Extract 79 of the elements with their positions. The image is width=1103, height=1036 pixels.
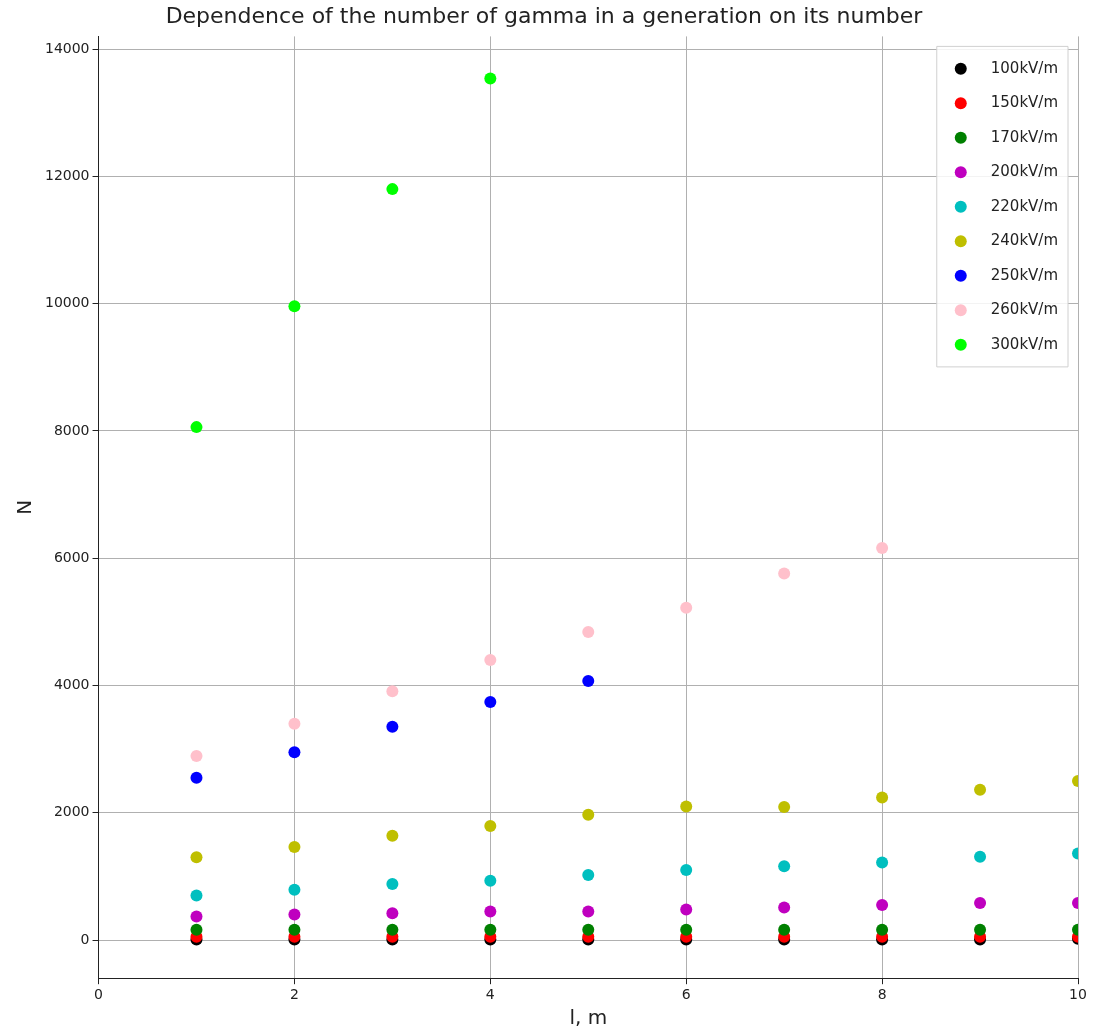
point: [778, 567, 791, 580]
legend-label: 240kV/m: [990, 231, 1059, 250]
point: [778, 923, 791, 936]
legend-label: 200kV/m: [990, 162, 1059, 181]
x-tick-label: 10: [1069, 986, 1087, 1003]
point: [386, 829, 399, 842]
point: [190, 851, 203, 864]
point: [582, 923, 595, 936]
legend-label: 150kV/m: [990, 93, 1059, 112]
point: [582, 808, 595, 821]
point: [484, 874, 497, 887]
point: [876, 791, 889, 804]
point: [288, 300, 301, 313]
point: [974, 783, 987, 796]
point: [680, 864, 693, 877]
point: [582, 905, 595, 918]
point: [778, 901, 791, 914]
point: [974, 923, 987, 936]
point: [190, 889, 203, 902]
x-tick-label: 4: [485, 986, 495, 1003]
point: [288, 746, 301, 759]
chart-title: Dependence of the number of gamma in a generation on its number: [165, 2, 924, 28]
y-tick-label: 4000: [53, 676, 90, 693]
point: [386, 685, 399, 698]
point: [386, 183, 399, 196]
y-tick-label: 0: [80, 930, 90, 947]
point: [484, 696, 497, 709]
point: [288, 883, 301, 896]
point: [582, 869, 595, 882]
point: [680, 903, 693, 916]
point: [582, 626, 595, 639]
point: [386, 907, 399, 920]
point: [288, 908, 301, 921]
y-tick-label: 6000: [53, 548, 90, 565]
y-tick-label: 14000: [44, 39, 90, 56]
legend-label: 250kV/m: [990, 265, 1059, 284]
legend-label: 220kV/m: [990, 196, 1059, 215]
point: [876, 923, 889, 936]
point: [484, 654, 497, 667]
legend-label: 260kV/m: [990, 300, 1059, 319]
point: [778, 860, 791, 873]
legend-label: 300kV/m: [990, 334, 1059, 353]
y-tick-label: 8000: [53, 421, 90, 438]
point: [484, 820, 497, 833]
point: [484, 923, 497, 936]
point: [288, 717, 301, 730]
y-tick-label: 2000: [53, 803, 90, 820]
point: [386, 923, 399, 936]
point: [876, 542, 889, 555]
point: [386, 720, 399, 733]
point: [190, 910, 203, 923]
x-tick-label: 2: [289, 986, 299, 1003]
point: [484, 905, 497, 918]
point: [190, 771, 203, 784]
point: [288, 841, 301, 854]
x-tick-label: 6: [681, 986, 691, 1003]
point: [778, 801, 791, 814]
y-tick-label: 10000: [44, 294, 90, 311]
point: [190, 750, 203, 763]
point: [680, 601, 693, 614]
point: [582, 675, 595, 688]
point: [876, 899, 889, 912]
point: [876, 856, 889, 869]
point: [288, 923, 301, 936]
y-tick-label: 12000: [44, 167, 90, 184]
legend-label: 100kV/m: [990, 58, 1059, 77]
point: [974, 850, 987, 863]
legend-label: 170kV/m: [990, 127, 1059, 146]
point: [484, 72, 497, 85]
x-tick-label: 8: [877, 986, 887, 1003]
point: [680, 800, 693, 813]
point: [974, 897, 987, 910]
x-tick-label: 0: [94, 986, 103, 1003]
y-axis-title: N: [12, 499, 37, 515]
point: [386, 878, 399, 891]
point: [680, 923, 693, 936]
point: [190, 923, 203, 936]
x-axis-title: l, m: [569, 1005, 608, 1030]
point: [190, 421, 203, 434]
